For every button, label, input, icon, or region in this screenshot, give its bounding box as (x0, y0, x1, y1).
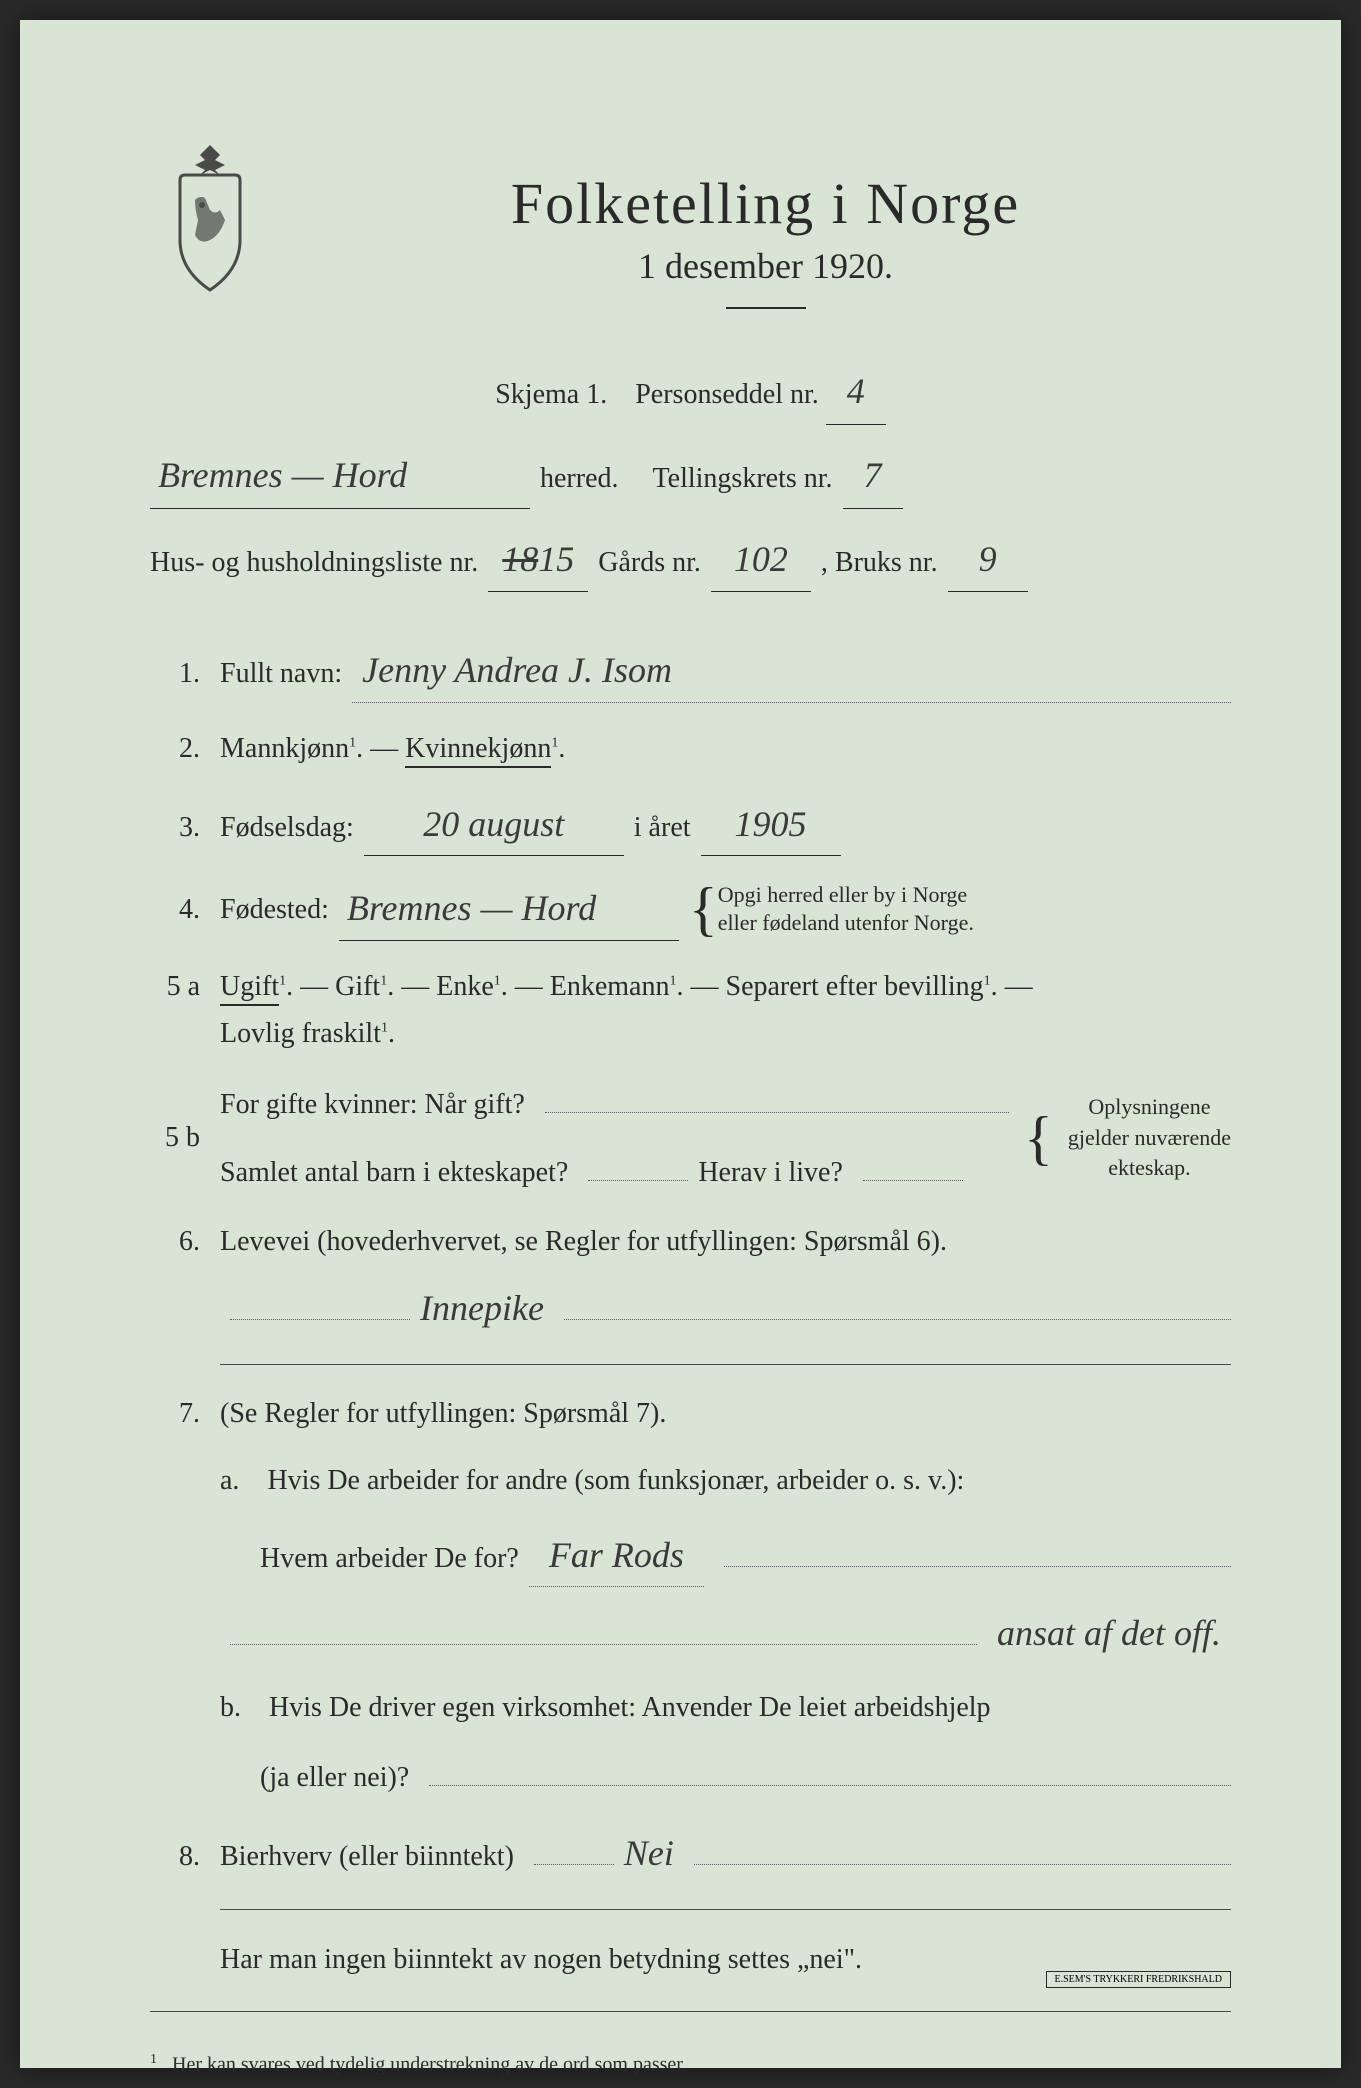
q7b-q: (ja eller nei)? (260, 1754, 409, 1802)
q5a-gift: Gift (335, 971, 380, 1002)
husliste-line: Hus- og husholdningsliste nr. 1815 Gårds… (150, 527, 1231, 593)
q7a-text: Hvis De arbeider for andre (som funksjon… (267, 1465, 964, 1496)
brace-icon-2: { (1024, 1114, 1053, 1162)
q5b-num: 5 b (150, 1122, 200, 1154)
q5a: 5 a Ugift1. — Gift1. — Enke1. — Enkemann… (150, 963, 1231, 1058)
skjema-line: Skjema 1. Personseddel nr. 4 (150, 359, 1231, 425)
q3-year: 1905 (701, 794, 841, 856)
main-title: Folketelling i Norge (300, 170, 1231, 237)
q8-num: 8. (150, 1841, 200, 1873)
q3-year-label: i året (634, 804, 691, 852)
q4-label: Fødested: (220, 886, 329, 934)
q1: 1. Fullt navn: Jenny Andrea J. Isom (150, 640, 1231, 702)
q6: 6. Levevei (hovederhvervet, se Regler fo… (150, 1218, 1231, 1339)
q4: 4. Fødested: Bremnes — Hord { Opgi herre… (150, 878, 1231, 940)
footnote-text: Her kan svares ved tydelig understreknin… (172, 2053, 687, 2075)
husliste-label: Hus- og husholdningsliste nr. (150, 538, 478, 588)
footnote: 1 Her kan svares ved tydelig understrekn… (150, 2042, 1231, 2077)
q3-day: 20 august (364, 794, 624, 856)
tellingskrets-label: Tellingskrets nr. (653, 454, 833, 504)
husliste-nr-field: 1815 (488, 527, 588, 593)
subtitle: 1 desember 1920. (300, 245, 1231, 287)
q8-value: Nei (624, 1823, 674, 1884)
title-divider (726, 307, 806, 309)
brace-icon: { (689, 885, 718, 933)
q7-num: 7. (150, 1398, 200, 1430)
q5b-note: Oplysningene gjelder nuværende ekteskap. (1068, 1092, 1231, 1184)
skjema-label: Skjema 1. (495, 379, 607, 410)
q7b-label: b. (220, 1692, 241, 1723)
header: Folketelling i Norge 1 desember 1920. (150, 140, 1231, 329)
q7a-value2: ansat af det off. (987, 1603, 1231, 1664)
gards-label: Gårds nr. (598, 538, 701, 588)
q7a-label: a. (220, 1465, 239, 1496)
q7: 7. (Se Regler for utfyllingen: Spørsmål … (150, 1390, 1231, 1801)
personseddel-nr: 4 (826, 359, 886, 425)
census-form-page: Folketelling i Norge 1 desember 1920. Sk… (20, 20, 1341, 2068)
q6-value: Innepike (420, 1278, 544, 1339)
q2-kvinne: Kvinnekjønn (405, 733, 551, 768)
q4-num: 4. (150, 894, 200, 926)
q2-num: 2. (150, 733, 200, 765)
q7a-value: Far Rods (529, 1525, 704, 1587)
q1-value: Jenny Andrea J. Isom (352, 640, 1231, 702)
bruks-label: , Bruks nr. (821, 538, 938, 588)
crest-svg (150, 140, 270, 300)
gards-nr: 102 (711, 527, 811, 593)
q5b: 5 b For gifte kvinner: Når gift? Samlet … (150, 1080, 1231, 1196)
q5a-fraskilt: Lovlig fraskilt (220, 1018, 381, 1049)
q7-label: (Se Regler for utfyllingen: Spørsmål 7). (220, 1398, 666, 1429)
q5b-line1: For gifte kvinner: Når gift? (220, 1081, 525, 1129)
herred-value: Bremnes — Hord (150, 443, 530, 509)
husliste-nr-strike: 18 (502, 539, 538, 579)
q5a-enkemann: Enkemann (550, 971, 670, 1002)
footnote-marker: 1 (150, 2052, 157, 2067)
q2-mann: Mannkjønn (220, 733, 349, 764)
q7a-q: Hvem arbeider De for? (260, 1535, 519, 1583)
coat-of-arms (150, 140, 270, 300)
q5b-fill2 (588, 1147, 688, 1181)
q1-label: Fullt navn: (220, 650, 342, 698)
q8-label: Bierhverv (eller biinntekt) (220, 1833, 514, 1881)
herred-label: herred. (540, 454, 619, 504)
personseddel-label: Personseddel nr. (635, 379, 819, 410)
q5a-ugift: Ugift (220, 971, 279, 1006)
printer-mark: E.SEM'S TRYKKERI FREDRIKSHALD (1046, 1971, 1231, 1988)
q5b-fill3 (863, 1147, 963, 1181)
divider-1 (220, 1364, 1231, 1365)
q5a-num: 5 a (150, 971, 200, 1003)
q4-value: Bremnes — Hord (339, 878, 679, 940)
husliste-nr: 15 (538, 539, 574, 579)
q5b-fill1 (545, 1080, 1009, 1114)
herred-line: Bremnes — Hord herred. Tellingskrets nr.… (150, 443, 1231, 509)
q1-num: 1. (150, 658, 200, 690)
q5b-line2: Samlet antal barn i ekteskapet? (220, 1149, 568, 1197)
q6-label: Levevei (hovederhvervet, se Regler for u… (220, 1226, 947, 1257)
q5b-line2b: Herav i live? (698, 1149, 843, 1197)
q8: 8. Bierhverv (eller biinntekt) Nei (150, 1823, 1231, 1884)
q7b-text: Hvis De driver egen virksomhet: Anvender… (269, 1692, 991, 1723)
q3: 3. Fødselsdag: 20 august i året 1905 (150, 794, 1231, 856)
q2: 2. Mannkjønn1. — Kvinnekjønn1. (150, 725, 1231, 773)
q3-num: 3. (150, 812, 200, 844)
bruks-nr: 9 (948, 527, 1028, 593)
title-block: Folketelling i Norge 1 desember 1920. (300, 140, 1231, 329)
q5a-separert: Separert efter bevilling (726, 971, 984, 1002)
q4-note: Opgi herred eller by i Norge eller fødel… (718, 881, 974, 938)
divider-2 (220, 1909, 1231, 1910)
divider-3 (150, 2011, 1231, 2012)
q3-label: Fødselsdag: (220, 804, 354, 852)
tellingskrets-nr: 7 (843, 443, 903, 509)
q6-num: 6. (150, 1226, 200, 1258)
q5a-enke: Enke (436, 971, 494, 1002)
